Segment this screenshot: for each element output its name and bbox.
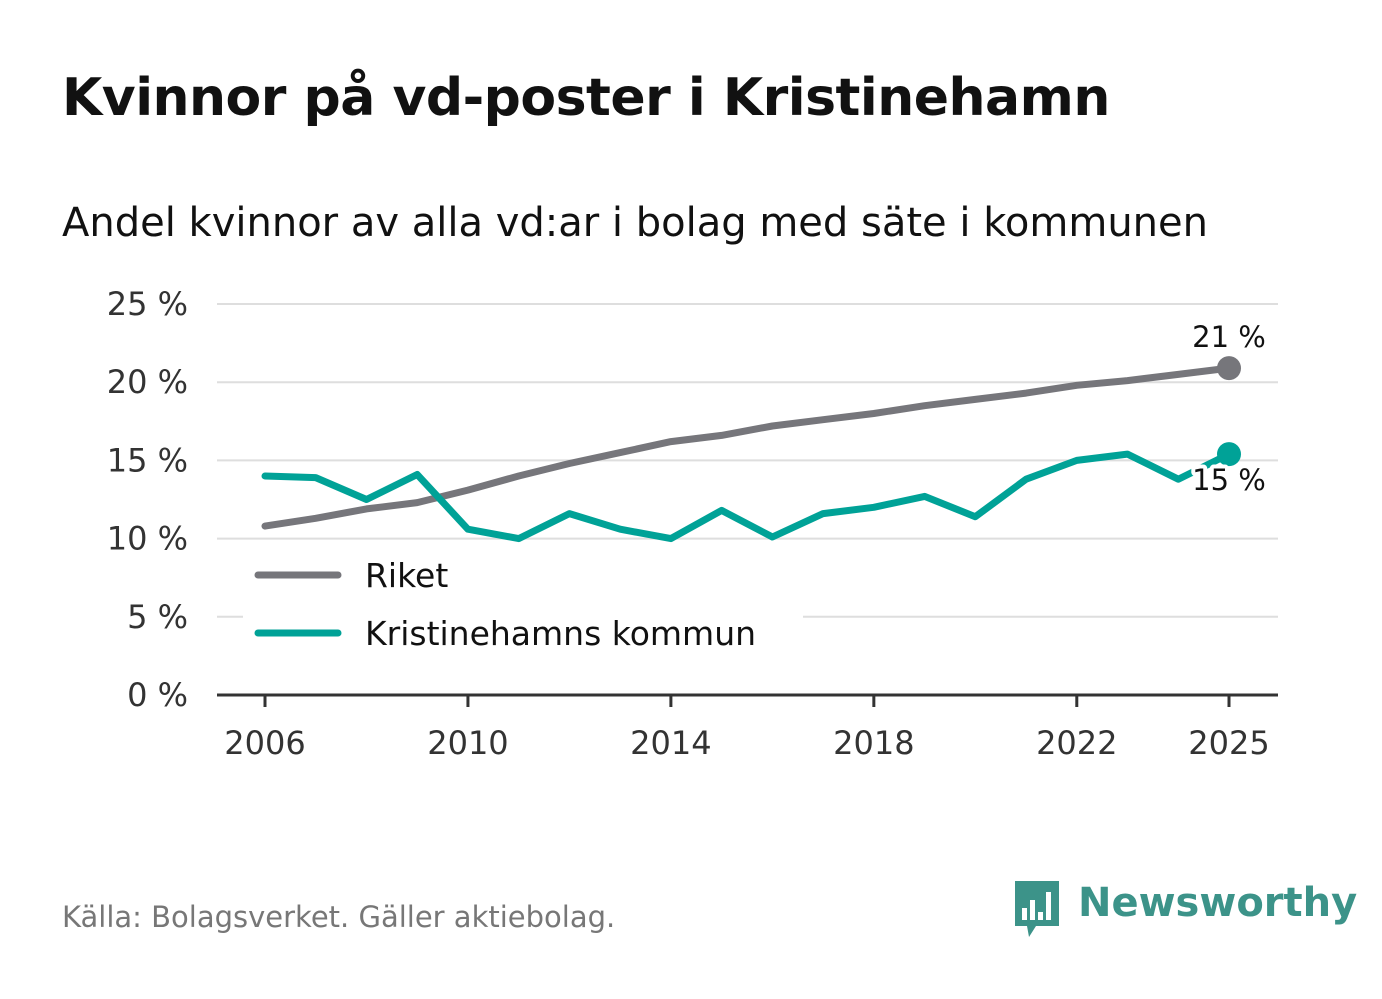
x-tick-label: 2006	[224, 724, 305, 762]
line-chart: 0 %5 %10 %15 %20 %25 % 2006 2010 2014 2018 2…	[107, 285, 1278, 762]
chart-subtitle: Andel kvinnor av alla vd:ar i bolag med …	[62, 200, 1208, 246]
x-tick-label: 2018	[833, 724, 914, 762]
legend: Riket Kristinehamns kommun	[243, 550, 803, 660]
end-label-kristinehamn: 15 %	[1192, 463, 1266, 497]
series-line-riket	[261, 364, 1233, 530]
series-end-marker	[1217, 356, 1241, 381]
y-tick-label: 15 %	[107, 441, 188, 479]
x-axis: 2006 2010 2014 2018 2022 2025	[217, 693, 1278, 762]
x-tick-label: 2010	[427, 724, 508, 762]
legend-label: Kristinehamns kommun	[365, 614, 756, 653]
brand: Newsworthy	[1012, 878, 1357, 940]
series-line-kristinehamn	[261, 450, 1233, 543]
series-end-marker	[1217, 442, 1241, 467]
brand-name: Newsworthy	[1078, 880, 1358, 926]
legend-background	[243, 550, 803, 660]
y-tick-label: 0 %	[127, 676, 188, 714]
bar-chart-speech-bubble-icon	[1015, 881, 1059, 937]
y-tick-label: 20 %	[107, 363, 188, 401]
y-axis-ticks: 0 % 5 % 10 % 15 % 20 % 25 %	[107, 285, 188, 714]
y-tick-label: 10 %	[107, 520, 188, 558]
end-label-riket: 21 %	[1192, 320, 1266, 354]
source-note: Källa: Bolagsverket. Gäller aktiebolag.	[62, 900, 616, 934]
x-tick-label: 2022	[1036, 724, 1117, 762]
series-lines	[261, 356, 1241, 543]
chart-title: Kvinnor på vd-poster i Kristinehamn	[62, 68, 1110, 128]
y-tick-label: 5 %	[127, 598, 188, 636]
x-tick-label: 2025	[1188, 724, 1269, 762]
x-tick-label: 2014	[630, 724, 711, 762]
y-tick-label: 25 %	[107, 285, 188, 323]
legend-label: Riket	[365, 556, 448, 595]
end-labels: 21 % 15 %	[1188, 320, 1270, 501]
